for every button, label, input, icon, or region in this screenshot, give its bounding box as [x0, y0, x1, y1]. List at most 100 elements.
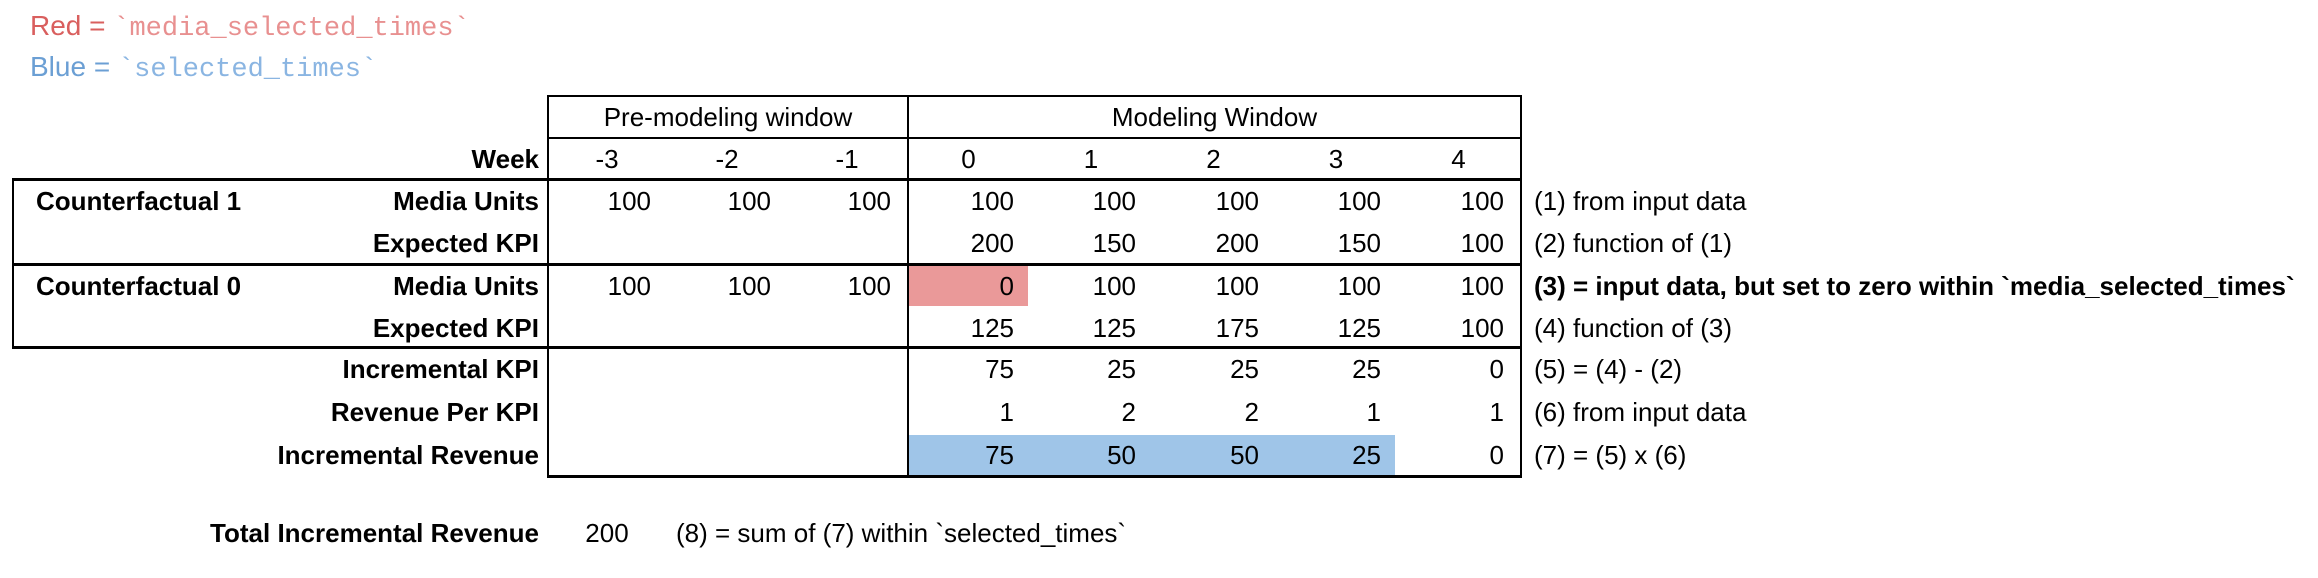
table-row-label: Expected KPI — [12, 307, 539, 349]
table-border-line — [907, 95, 909, 478]
week-row-label: Week — [471, 144, 539, 174]
row-annotation: (2) function of (1) — [1534, 228, 1732, 258]
data-cell: 100 — [1092, 271, 1136, 301]
week-value: 4 — [1451, 144, 1466, 174]
table-border-line — [12, 178, 14, 349]
data-cell — [667, 348, 787, 390]
row-metric-label: Media Units — [393, 186, 539, 216]
data-cell: 100 — [847, 271, 891, 301]
row-annotation: (1) from input data — [1534, 186, 1747, 216]
data-cell: 175 — [1215, 313, 1259, 343]
data-cell: 100 — [607, 271, 651, 301]
legend-blue-label: Blue = — [30, 51, 118, 82]
summary-value: 200 — [585, 518, 629, 548]
col-group-header-pre-modeling: Pre-modeling window — [603, 102, 853, 132]
data-cell: 100 — [847, 186, 891, 216]
data-cell: 0 — [1489, 440, 1504, 470]
data-cell: 100 — [1460, 271, 1504, 301]
data-cell: 100 — [1460, 228, 1504, 258]
data-cell — [787, 434, 907, 477]
data-cell — [547, 222, 667, 264]
data-cell — [667, 391, 787, 433]
data-cell — [787, 391, 907, 433]
data-cell — [667, 307, 787, 349]
week-value: -2 — [715, 144, 739, 174]
data-cell: 125 — [970, 313, 1014, 343]
data-cell: 100 — [1215, 186, 1259, 216]
row-annotation: (6) from input data — [1534, 397, 1747, 427]
col-group-header-modeling: Modeling Window — [1111, 102, 1318, 132]
row-annotation: (7) = (5) x (6) — [1534, 440, 1687, 470]
table-border-line — [1520, 95, 1522, 478]
table-border-line — [547, 475, 1522, 478]
table-row-label: Counterfactual 1 Media Units — [12, 180, 539, 222]
row-metric-label: Revenue Per KPI — [330, 397, 539, 427]
week-value: 0 — [961, 144, 976, 174]
data-cell: 125 — [1092, 313, 1136, 343]
data-cell — [787, 222, 907, 264]
legend-red-label: Red = — [30, 10, 114, 41]
data-cell: 25 — [1352, 440, 1381, 470]
row-annotation: (5) = (4) - (2) — [1534, 354, 1683, 384]
row-group-label: Counterfactual 1 — [36, 186, 242, 216]
table-border-line — [12, 263, 1522, 266]
data-cell — [547, 348, 667, 390]
data-cell: 150 — [1337, 228, 1381, 258]
legend-red-code: `media_selected_times` — [113, 14, 470, 44]
red-highlight-media-selected-times — [909, 266, 1028, 306]
data-cell: 100 — [970, 186, 1014, 216]
row-metric-label: Incremental KPI — [342, 354, 539, 384]
week-value: 2 — [1206, 144, 1221, 174]
data-cell: 100 — [1460, 313, 1504, 343]
row-metric-label: Expected KPI — [372, 313, 539, 343]
data-cell: 100 — [1092, 186, 1136, 216]
data-cell — [547, 434, 667, 477]
data-cell: 2 — [1121, 397, 1136, 427]
data-cell: 100 — [727, 271, 771, 301]
data-cell: 125 — [1337, 313, 1381, 343]
row-metric-label: Incremental Revenue — [277, 440, 539, 470]
row-annotation: (3) = input data, but set to zero within… — [1534, 271, 2295, 301]
table-row-label: Expected KPI — [12, 222, 539, 264]
row-metric-label: Media Units — [393, 271, 539, 301]
data-cell: 100 — [1337, 186, 1381, 216]
data-cell — [787, 307, 907, 349]
data-cell — [667, 434, 787, 477]
data-cell: 200 — [1215, 228, 1259, 258]
data-cell: 1 — [999, 397, 1014, 427]
data-cell-zeroed: 0 — [999, 271, 1014, 301]
data-cell: 100 — [1215, 271, 1259, 301]
legend-red-line: Red = `media_selected_times` — [30, 6, 470, 46]
table-row-label: Counterfactual 0 Media Units — [12, 265, 539, 307]
data-cell: 25 — [1352, 354, 1381, 384]
data-cell: 200 — [970, 228, 1014, 258]
table-border-line — [547, 137, 1522, 139]
data-cell — [787, 348, 907, 390]
data-cell: 100 — [727, 186, 771, 216]
summary-annotation: (8) = sum of (7) within `selected_times` — [676, 518, 1127, 548]
legend-blue-code: `selected_times` — [117, 55, 378, 85]
data-cell: 75 — [985, 354, 1014, 384]
week-value: -1 — [835, 144, 859, 174]
data-cell: 25 — [1230, 354, 1259, 384]
data-cell: 50 — [1230, 440, 1259, 470]
table-border-line — [547, 95, 1522, 97]
data-cell — [547, 391, 667, 433]
data-cell: 100 — [1460, 186, 1504, 216]
legend-blue-line: Blue = `selected_times` — [30, 47, 377, 87]
table-border-line — [12, 346, 1522, 349]
blue-highlight-selected-times — [909, 435, 1395, 476]
data-cell: 75 — [985, 440, 1014, 470]
data-cell — [547, 307, 667, 349]
summary-label: Total Incremental Revenue — [210, 518, 539, 548]
data-cell: 2 — [1244, 397, 1259, 427]
data-cell: 100 — [607, 186, 651, 216]
data-cell: 1 — [1489, 397, 1504, 427]
week-value: -3 — [595, 144, 619, 174]
table-row-label: Incremental Revenue — [12, 434, 539, 476]
data-cell: 100 — [1337, 271, 1381, 301]
data-cell: 50 — [1107, 440, 1136, 470]
data-cell: 150 — [1092, 228, 1136, 258]
week-value: 1 — [1083, 144, 1099, 174]
